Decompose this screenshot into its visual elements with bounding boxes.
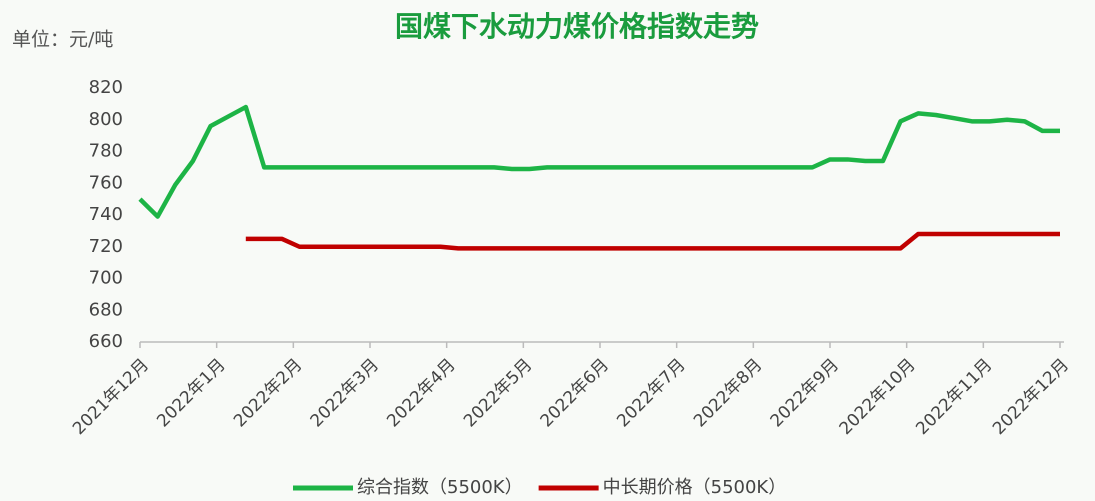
series-line — [245, 231, 1060, 251]
legend: 综合指数（5500K） 中长期价格（5500K） — [293, 477, 786, 498]
chart-title: 国煤下水动力煤价格指数走势 — [395, 10, 759, 43]
y-tick-label: 740 — [89, 204, 123, 225]
series-line — [138, 104, 1060, 219]
y-tick-label: 760 — [89, 172, 123, 193]
legend-label: 综合指数（5500K） — [357, 477, 523, 498]
unit-label: 单位：元/吨 — [12, 29, 113, 51]
y-tick-label: 720 — [89, 236, 123, 257]
y-tick-label: 660 — [89, 331, 123, 352]
y-tick-label: 800 — [89, 109, 123, 130]
y-tick-label: 780 — [89, 141, 123, 162]
y-tick-label: 700 — [89, 268, 123, 289]
y-tick-label: 680 — [89, 299, 123, 320]
y-tick-label: 820 — [89, 77, 123, 98]
legend-label: 中长期价格（5500K） — [603, 477, 787, 498]
